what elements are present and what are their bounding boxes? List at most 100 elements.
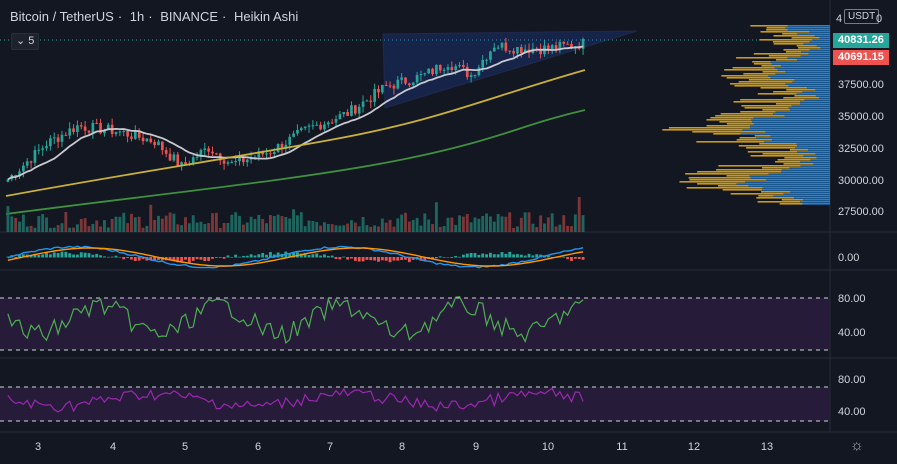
macd-histogram-bar [249,254,253,258]
volume-profile-blue [800,103,830,105]
macd-histogram-bar [234,254,238,258]
volume-profile-gold [696,141,765,143]
volume-bar [400,214,404,232]
macd-histogram-bar [191,257,195,261]
volume-profile-blue [765,131,830,133]
volume-bar [60,223,64,232]
macd-histogram-bar [434,257,438,259]
volume-profile-blue [797,59,830,61]
volume-profile-gold [783,97,820,99]
macd-histogram-bar [122,257,126,260]
candle-body [299,128,303,130]
macd-histogram-bar [566,257,570,260]
candle-body [319,124,322,130]
candle-body [18,171,21,177]
macd-histogram-bar [380,257,384,261]
macd-histogram-bar [180,257,184,262]
volume-profile-blue [766,179,830,181]
volume-profile-gold [706,125,751,127]
volume-bar [415,217,419,232]
volume-profile-gold [791,37,820,39]
macd-histogram-bar [99,255,102,258]
macd-histogram-bar [465,253,469,258]
volume-profile-blue [770,135,830,137]
volume-bar [103,220,106,232]
volume-profile-blue [791,105,830,107]
volume-bar [114,216,118,232]
volume-profile-gold [798,47,821,49]
volume-bar [280,216,284,232]
volume-profile-gold [710,117,754,119]
interval-label[interactable]: 1h [129,9,145,24]
symbol-name[interactable]: Bitcoin / TetherUS [10,9,114,24]
candle-body [334,118,338,123]
volume-profile-blue [752,121,830,123]
candle-body [6,179,10,182]
volume-bar [153,219,157,232]
volume-bar [99,226,102,232]
candle-body [199,149,203,157]
price-axis-label: 30000.00 [838,175,884,187]
volume-bar [241,224,245,232]
candle-body [49,138,52,147]
macd-histogram-bar [79,252,83,258]
indicators-toggle-button[interactable]: ⌄ 5 [11,33,40,50]
candle-body [99,123,102,134]
volume-bar [37,216,41,232]
chart-style-label[interactable]: Heikin Ashi [233,9,299,24]
volume-profile-blue [814,35,830,37]
volume-profile-blue [815,95,830,97]
volume-bar [353,222,357,232]
macd-histogram-bar [56,253,60,258]
volume-profile-blue [750,177,830,179]
macd-histogram-bar [334,257,338,259]
candle-body [164,150,168,154]
macd-histogram-bar [118,256,122,258]
volume-profile-blue [750,125,830,127]
candle-body [114,131,118,135]
macd-histogram-bar [361,257,365,262]
currency-unit-button[interactable]: USDT [844,9,880,24]
volume-profile-blue [785,83,830,85]
volume-bar [211,213,214,232]
candle-body [373,88,376,102]
volume-bar [562,215,566,232]
volume-bar [407,221,411,232]
volume-profile-blue [784,115,830,117]
macd-histogram-bar [338,257,342,260]
volume-profile-gold [726,77,771,79]
volume-bar [380,218,384,232]
volume-bar [296,215,299,232]
volume-profile-gold [777,159,811,161]
volume-profile-blue [800,101,830,103]
candle-body [365,100,369,102]
volume-bar [180,225,184,232]
candle-body [222,160,226,164]
volume-profile-gold [743,73,776,75]
volume-profile-blue [787,57,830,59]
volume-profile-blue [745,181,830,183]
candle-body [346,112,349,116]
volume-profile-gold [715,115,785,117]
volume-bar [500,216,504,232]
macd-histogram-bar [91,254,95,258]
macd-histogram-bar [133,257,137,261]
volume-bar [299,212,303,232]
volume-profile-gold [756,197,795,199]
volume-profile-blue [800,201,830,203]
volume-profile-gold [760,87,808,89]
candle-body [272,152,276,155]
volume-profile-gold [773,91,803,93]
macd-histogram-bar [288,253,292,258]
macd-histogram-bar [130,257,133,260]
volume-profile-blue [742,129,830,131]
volume-bar [176,224,180,232]
gear-icon[interactable]: ☼ [850,437,864,454]
time-axis-label: 6 [255,441,261,453]
macd-histogram-bar [489,252,492,258]
volume-profile-blue [815,153,830,155]
candle-body [91,122,95,133]
volume-profile-gold [759,143,797,145]
